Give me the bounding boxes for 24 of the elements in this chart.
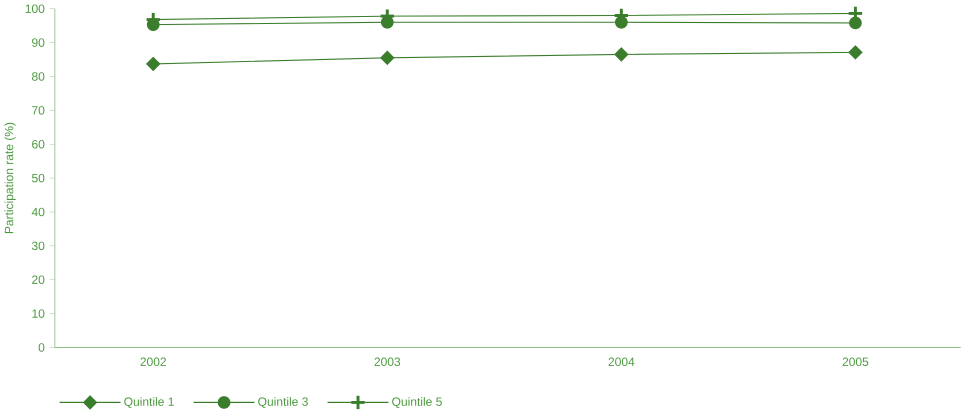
y-axis-title: Participation rate (%) [4,122,16,234]
legend-label: Quintile 3 [258,397,308,408]
legend-label: Quintile 5 [392,397,442,408]
y-tick-label: 60 [32,140,44,148]
point [614,47,628,62]
point [146,56,160,71]
point [380,50,394,65]
y-tick-label: 90 [32,38,44,47]
x-tick-label: 2004 [608,357,634,366]
legend-label: Quintile 1 [124,397,174,408]
point [849,16,862,30]
y-tick-label: 50 [32,174,44,182]
x-tick-label: 2002 [140,357,166,366]
y-tick-label: 10 [32,309,44,318]
x-tick-label: 2003 [374,357,400,366]
y-tick-label: 100 [26,4,44,13]
y-tick-label: 70 [32,106,44,115]
y-tick-label: 40 [32,208,44,216]
y-tick-label: 80 [32,72,44,81]
point [848,45,863,60]
y-tick-label: 20 [32,275,44,284]
x-tick-label: 2005 [842,357,868,366]
y-tick-label: 30 [32,242,44,250]
y-tick-label: 0 [38,343,44,352]
